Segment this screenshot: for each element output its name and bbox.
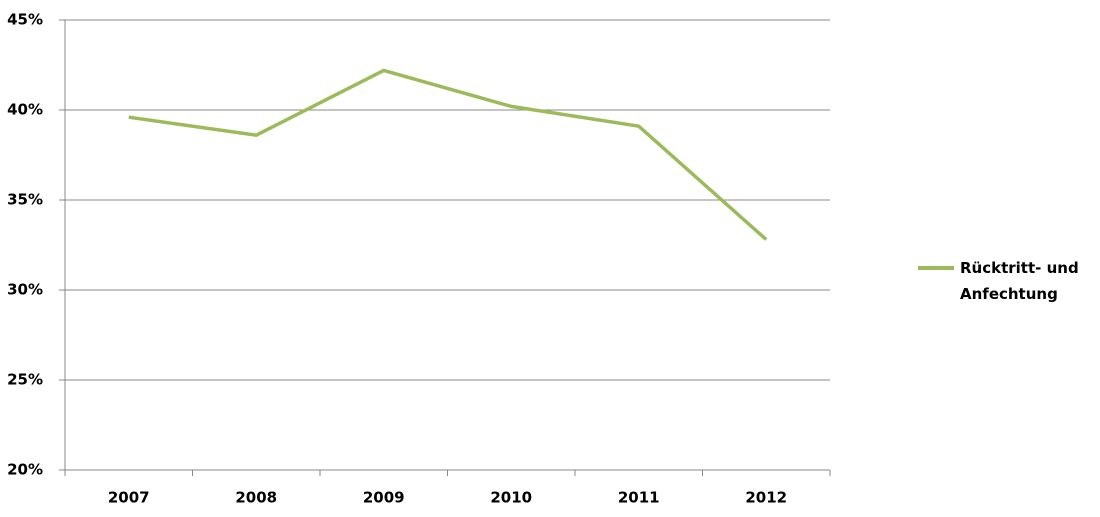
x-tick-label: 2007	[108, 489, 150, 507]
chart: 20% 25% 30% 35% 40% 45% 2007 2008 2009 2010 2011 20…	[7, 11, 831, 507]
legend: Rücktritt- und Anfechtung	[918, 255, 1085, 307]
x-tick-label: 2009	[363, 489, 405, 507]
x-tick-label: 2008	[235, 489, 277, 507]
series-line	[128, 68, 768, 241]
y-tick-label: 40%	[7, 101, 43, 119]
y-tick-label: 35%	[7, 191, 43, 209]
y-tick-label: 20%	[7, 461, 43, 479]
x-tick-label: 2012	[745, 489, 787, 507]
legend-swatch	[918, 266, 954, 270]
legend-label: Rücktritt- und Anfechtung	[960, 259, 1079, 303]
y-tick-label: 45%	[7, 11, 43, 29]
y-tick-label: 30%	[7, 281, 43, 299]
x-tick-label: 2010	[490, 489, 532, 507]
y-tick-label: 25%	[7, 371, 43, 389]
x-tick-label: 2011	[618, 489, 660, 507]
